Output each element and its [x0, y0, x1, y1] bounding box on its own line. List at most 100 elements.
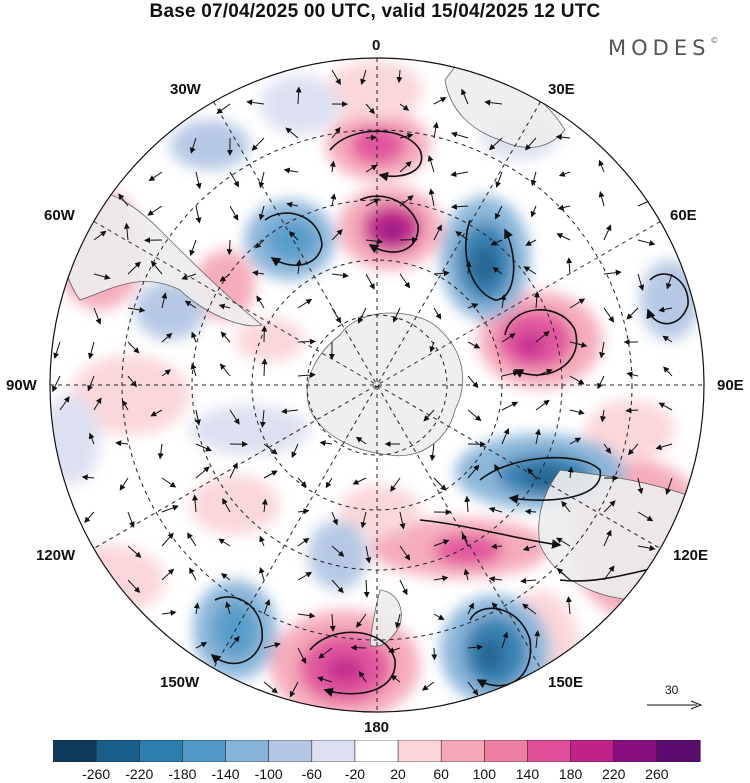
wind-vector [626, 371, 639, 378]
wind-vector [161, 609, 177, 616]
wind-vector [52, 375, 61, 393]
colorbar-tick-label: 180 [558, 766, 583, 782]
wind-vector [258, 205, 265, 221]
wind-vector [331, 69, 341, 86]
wind-vector [637, 477, 644, 495]
wind-vector [147, 205, 163, 216]
wind-vector [421, 681, 435, 691]
wind-vector [261, 498, 268, 513]
wind-vector [433, 477, 447, 491]
lon-label-90e: 90E [717, 377, 744, 394]
wind-vector [637, 511, 654, 522]
wind-vector [297, 298, 313, 309]
colorbar [53, 740, 701, 762]
wind-vector [84, 511, 95, 523]
wind-vector [222, 498, 231, 513]
wind-vector [218, 538, 231, 547]
colorbar-tick-label: -140 [211, 766, 240, 782]
wind-vector [522, 545, 537, 552]
wind-vector [195, 205, 202, 224]
wind-vector [665, 477, 673, 495]
wind-vector [603, 307, 615, 323]
wind-vector [161, 532, 174, 547]
wind-vector [520, 577, 537, 584]
wind-vector [603, 500, 616, 513]
wind-vector [597, 375, 605, 390]
wind-vector [289, 681, 299, 698]
wind-vector [161, 477, 177, 488]
lon-label-60e: 60E [670, 207, 697, 224]
wind-vector [467, 375, 479, 389]
wind-vector [297, 537, 310, 547]
colorbar-tick-label: 100 [472, 766, 497, 782]
wind-vector [360, 511, 367, 529]
brand-mark: © [710, 36, 719, 45]
colorbar-tick-label: -60 [301, 766, 322, 782]
wind-vector [490, 239, 503, 246]
wind-vector [535, 330, 550, 343]
wind-vector [433, 613, 445, 620]
wind-vector [229, 171, 240, 188]
wind-vector [297, 477, 307, 488]
wind-vector [467, 681, 479, 696]
wind-vector [492, 267, 503, 275]
wind-vector [399, 133, 414, 139]
wind-vector [246, 99, 265, 106]
lon-label-30e: 30E [548, 81, 575, 98]
wind-vector [93, 397, 102, 411]
wind-vector [494, 464, 503, 479]
chart-title: Base 07/04/2025 00 UTC, valid 15/04/2025… [149, 1, 601, 22]
wind-vector [216, 103, 231, 114]
land [58, 59, 702, 647]
wind-vector [365, 545, 372, 564]
wind-vector [161, 332, 173, 343]
wind-vector [423, 409, 435, 422]
wind-vector [569, 298, 586, 309]
wind-vector [495, 171, 503, 188]
wind-vector [399, 103, 410, 111]
wind-vector [522, 603, 537, 615]
wind-vector [329, 160, 336, 173]
colorbar-tick-label: -180 [168, 766, 197, 782]
colorbar-swatch [225, 740, 270, 762]
wind-vector [157, 443, 164, 460]
wind-vector [118, 193, 129, 207]
wind-vector [127, 545, 142, 558]
lon-label-150e: 150E [548, 674, 584, 691]
wind-vector [281, 408, 299, 415]
wind-vector [501, 631, 509, 649]
wind-vector [365, 273, 375, 290]
wind-vector [119, 477, 129, 491]
wind-vector [555, 134, 571, 141]
wind-vector [433, 307, 442, 320]
wind-vector [557, 568, 571, 581]
wind-vector [127, 306, 146, 313]
wind-vector [127, 375, 137, 388]
wind-vector [189, 239, 197, 257]
wind-vector [558, 171, 571, 177]
wind-vector [429, 341, 436, 353]
wind-vector [88, 432, 95, 445]
wind-vector [501, 401, 519, 411]
wind-vector [181, 273, 197, 280]
wind-vector [256, 295, 265, 309]
wind-vector [150, 409, 163, 417]
wind-vector [467, 303, 479, 309]
wind-vector [598, 191, 605, 207]
wind-vector [626, 307, 639, 320]
wind-vector [658, 306, 673, 313]
wind-vector [433, 575, 449, 582]
wind-vector [189, 567, 197, 581]
wind-vector [331, 126, 341, 139]
colorbar-swatch [138, 740, 183, 762]
wind-vector [390, 477, 401, 492]
colorbar-swatch [440, 740, 485, 762]
map-border [49, 57, 705, 713]
wind-vector [297, 508, 310, 515]
wind-vector [220, 331, 231, 343]
wind-vector [194, 409, 201, 426]
wind-vector [193, 602, 200, 615]
wind-vector [127, 579, 141, 594]
wind-vector [565, 596, 572, 615]
polar-map [49, 57, 705, 713]
